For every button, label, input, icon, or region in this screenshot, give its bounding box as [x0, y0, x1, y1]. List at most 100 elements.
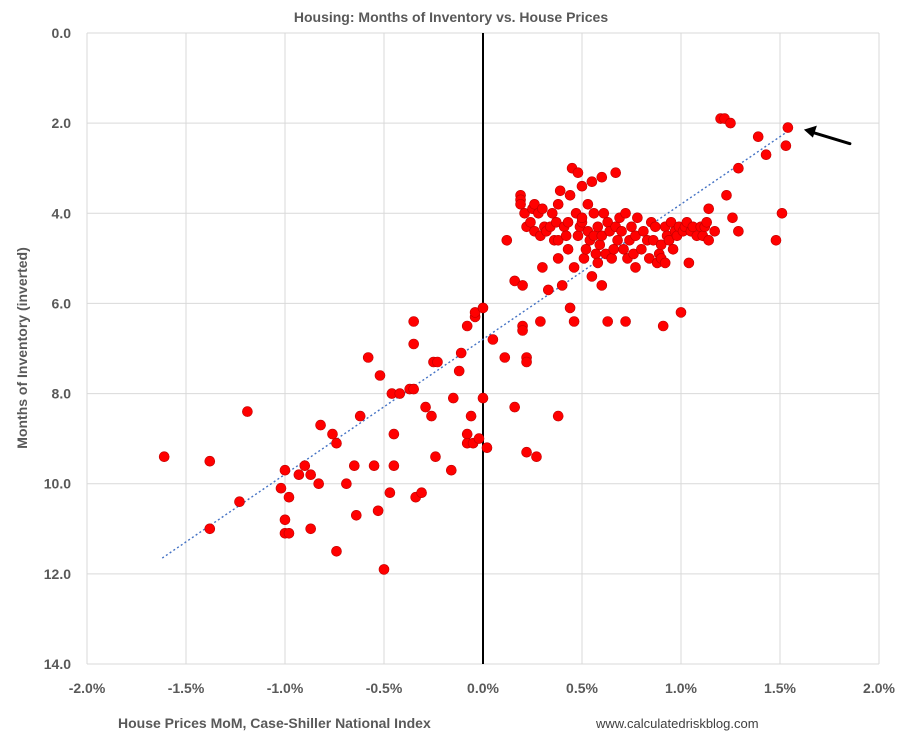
data-point [554, 185, 566, 197]
trend-line [161, 129, 791, 559]
data-point [628, 248, 639, 260]
data-point [552, 235, 564, 246]
y-tick-label: 4.0 [52, 205, 72, 221]
data-point [770, 235, 782, 246]
data-point [665, 217, 677, 228]
data-point [643, 253, 655, 264]
data-point [204, 523, 216, 535]
data-point [560, 230, 572, 242]
data-point [588, 208, 600, 219]
data-point [546, 208, 558, 219]
data-points [158, 113, 794, 575]
y-tick-label: 12.0 [44, 566, 71, 582]
data-point [447, 392, 459, 404]
data-point [521, 356, 532, 368]
data-point [455, 347, 467, 359]
data-point [348, 460, 360, 472]
data-point [594, 239, 606, 251]
data-point [618, 244, 629, 255]
data-point [606, 253, 618, 264]
y-tick-label: 0.0 [52, 25, 72, 41]
data-point [760, 149, 772, 160]
y-tick-label: 14.0 [44, 656, 71, 672]
data-point [657, 320, 669, 332]
data-point [473, 433, 485, 444]
data-point [733, 226, 744, 237]
data-point [649, 221, 661, 233]
data-point [612, 235, 623, 246]
data-point [655, 239, 667, 251]
chart-title: Housing: Months of Inventory vs. House P… [294, 9, 608, 25]
data-point [499, 352, 511, 363]
data-point [776, 208, 788, 219]
data-point [283, 527, 295, 539]
data-point [461, 428, 473, 440]
data-point [517, 325, 528, 336]
data-point [315, 419, 326, 431]
data-point [362, 352, 374, 363]
data-point [341, 478, 352, 490]
data-point [477, 302, 489, 314]
x-tick-label: 2.0% [863, 680, 895, 696]
data-point [384, 487, 396, 499]
data-point [701, 217, 713, 228]
data-point [525, 217, 536, 228]
y-tick-labels: 0.0 2.0 4.0 6.0 8.0 10.0 12.0 14.0 [44, 25, 71, 672]
data-point [576, 212, 588, 224]
data-point [509, 401, 521, 413]
data-point [752, 131, 764, 142]
data-point [725, 117, 736, 129]
data-point [780, 140, 792, 151]
data-point [620, 316, 631, 327]
data-point [432, 356, 443, 368]
data-point [537, 262, 548, 273]
data-point [465, 410, 477, 422]
data-point [586, 176, 598, 187]
data-point [408, 316, 420, 327]
data-point [620, 208, 631, 219]
data-point [350, 509, 362, 521]
data-point [636, 244, 647, 255]
data-point [552, 199, 564, 210]
data-point [509, 275, 521, 287]
data-point [727, 212, 738, 224]
data-point [592, 257, 604, 269]
x-tick-label: -2.0% [69, 680, 106, 696]
y-tick-label: 10.0 [44, 476, 71, 492]
data-point [331, 437, 342, 449]
data-point [531, 451, 542, 463]
data-point [630, 262, 641, 273]
data-point [354, 410, 366, 422]
data-point [420, 401, 431, 413]
data-point [461, 320, 473, 332]
data-point [703, 203, 715, 215]
data-point [519, 208, 530, 219]
data-point [477, 392, 489, 404]
data-point [487, 334, 499, 345]
data-point [592, 221, 604, 233]
data-point [204, 455, 216, 467]
data-point [453, 365, 465, 377]
x-tick-label: -1.5% [168, 680, 205, 696]
data-point [582, 199, 594, 210]
data-point [647, 235, 659, 246]
data-point [388, 428, 400, 440]
data-point [445, 464, 457, 476]
data-point [610, 167, 622, 178]
data-point [158, 451, 170, 463]
data-point [663, 235, 675, 246]
data-point [388, 460, 400, 472]
data-point [378, 564, 390, 575]
data-point [638, 226, 649, 237]
data-point [602, 316, 614, 327]
data-point [275, 482, 287, 494]
source-credit: www.calculatedriskblog.com [595, 716, 759, 731]
y-tick-label: 8.0 [52, 386, 72, 402]
data-point [568, 262, 580, 273]
data-point [327, 428, 338, 440]
data-point [408, 338, 420, 350]
data-point [580, 244, 592, 255]
data-point [313, 478, 325, 490]
x-tick-label: 1.0% [665, 680, 697, 696]
